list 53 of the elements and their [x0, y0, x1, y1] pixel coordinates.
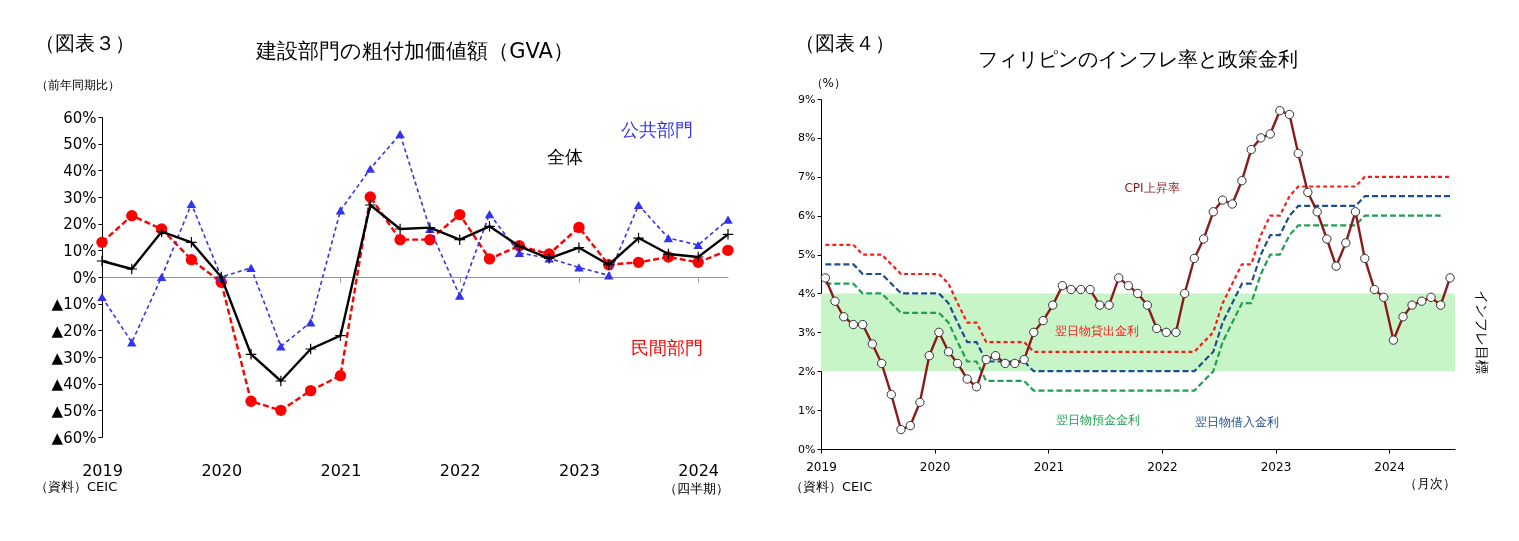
y-tick-label: ▲10% [51, 295, 97, 314]
y-tick-label: ▲30% [51, 348, 97, 367]
y-tick-label: 40% [63, 161, 97, 180]
y-tick-label: 8% [798, 131, 816, 145]
y-tick-label: 50% [63, 135, 97, 154]
x-tick-label: 2022 [1147, 459, 1178, 474]
x-tick-label: 2022 [439, 460, 481, 480]
x-tick-label: 2020 [201, 460, 243, 480]
chart-title: 建設部門の粗付加価値額（GVA） [255, 39, 574, 63]
y-tick-label: 2% [798, 364, 816, 378]
x-tick-label: 2023 [559, 460, 600, 480]
text: 翌日物借入金利 [1195, 415, 1279, 429]
text: 民間部門 [631, 337, 703, 358]
x-tick-label: 2020 [919, 459, 951, 474]
y-axis-title: （前年同期比） [35, 77, 120, 92]
text: （資料）CEIC [790, 478, 873, 496]
text: 公共部門 [621, 119, 693, 140]
band-label: インフレ目標 [1474, 290, 1490, 375]
text: （図表３） [35, 30, 135, 57]
text: 全体 [547, 146, 583, 167]
y-tick-label: 7% [798, 170, 816, 184]
x-tick-label: 2024 [1374, 459, 1405, 474]
y-tick-label: ▲40% [51, 375, 97, 394]
y-tick-label: 0% [798, 442, 816, 456]
x-tick-label: 2021 [320, 460, 362, 480]
y-tick-label: 30% [63, 188, 97, 207]
y-tick-label: 5% [798, 248, 816, 262]
y-tick-label: 6% [798, 209, 816, 223]
y-tick-label: 1% [798, 403, 816, 417]
x-tick-label: 2023 [1260, 459, 1292, 474]
y-tick-label: 3% [798, 325, 816, 339]
y-tick-label: 9% [798, 92, 816, 106]
series-label: 翌日物預金金利 [1056, 413, 1140, 427]
series-label: 翌日物貸出金利 [1055, 324, 1139, 338]
text: （図表４） [795, 30, 895, 57]
y-tick-label: 0% [72, 268, 97, 287]
x-tick-label: 2021 [1033, 459, 1065, 474]
x-tick-label: 2019 [806, 459, 837, 474]
text: CPI上昇率 [1124, 181, 1180, 195]
x-axis-title: （月次） [1403, 475, 1456, 491]
y-tick-label: 60% [63, 108, 97, 127]
y-tick-label: 4% [798, 286, 816, 300]
y-tick-label: 20% [63, 215, 97, 234]
chart-title: フィリピンのインフレ率と政策金利 [978, 47, 1298, 71]
y-axis-title: （%） [810, 75, 846, 90]
x-axis-title: （四半期） [663, 480, 729, 496]
y-tick-label: ▲20% [51, 321, 97, 340]
text: （資料）CEIC [35, 478, 118, 496]
x-tick-label: 2019 [82, 460, 123, 480]
x-tick-label: 2024 [678, 460, 720, 480]
y-tick-label: ▲60% [51, 428, 97, 447]
y-tick-label: ▲50% [51, 401, 97, 420]
y-tick-label: 10% [63, 241, 97, 260]
